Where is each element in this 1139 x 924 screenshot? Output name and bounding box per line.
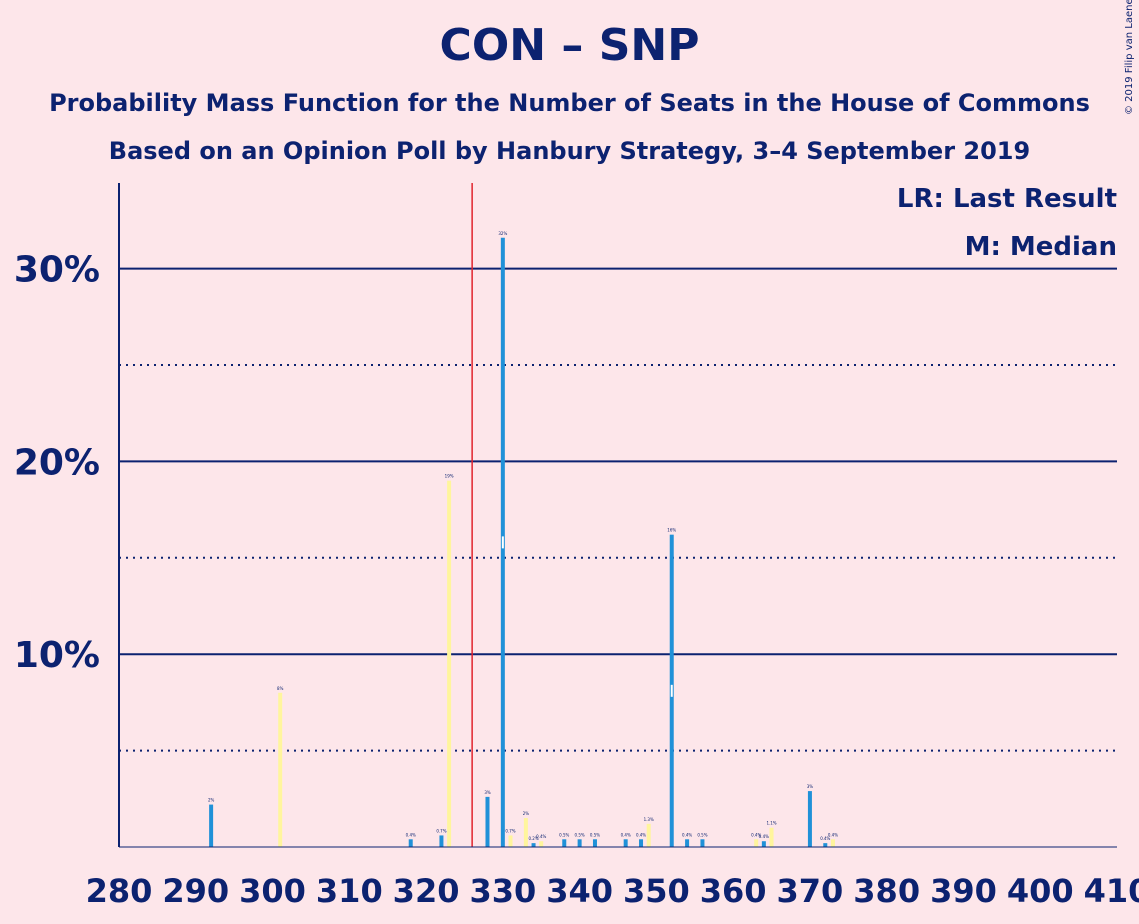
x-tick-label: 290 xyxy=(162,872,229,910)
bar-335 xyxy=(539,841,544,847)
bar-333 xyxy=(523,818,528,847)
bar-label-301: 8% xyxy=(277,686,284,691)
bar-348 xyxy=(639,839,644,847)
bar-label-334: 0.2% xyxy=(528,836,538,841)
x-tick-label: 410 xyxy=(1084,872,1139,910)
bar-labels: 2%0.4%0.7%3%32%0.2%0.5% 0.5% 0.5% 0.4% 0.4%1… xyxy=(208,231,838,841)
bar-label-352: 16% xyxy=(667,528,676,533)
x-tick-label: 300 xyxy=(239,872,306,910)
bar-label-342: 0.5% xyxy=(590,832,600,837)
bar-label-365: 1.1% xyxy=(766,821,776,826)
y-tick-label: 20% xyxy=(14,442,100,483)
bar-label-373: 0.4% xyxy=(828,832,838,837)
bar-label-364: 0.4% xyxy=(759,834,769,839)
bar-label-292: 2% xyxy=(208,798,215,803)
bar-322 xyxy=(439,835,444,847)
bar-338 xyxy=(562,839,567,847)
bar-318 xyxy=(408,839,413,847)
x-tick-label: 280 xyxy=(86,872,153,910)
bar-label-363: 0.4% xyxy=(751,832,761,837)
x-tick-label: 320 xyxy=(393,872,460,910)
bar-372 xyxy=(823,843,828,847)
axes: 10%20%30%280 290 300 310 320 330 340 350 360 370 3… xyxy=(14,183,1139,910)
legend-last-result: LR: Last Result xyxy=(890,184,1117,214)
chart-subtitle: Probability Mass Function for the Number… xyxy=(49,89,1090,117)
bar-label-348: 0.4% xyxy=(636,832,646,837)
bar-342 xyxy=(592,839,597,847)
grid-lines xyxy=(119,267,1117,752)
bar-label-328: 3% xyxy=(484,790,491,795)
bar-354 xyxy=(685,839,690,847)
bar-323 xyxy=(447,480,452,847)
bar-331 xyxy=(508,835,513,847)
x-tick-label: 340 xyxy=(546,872,613,910)
y-tick-label: 30% xyxy=(14,250,100,291)
bar-340 xyxy=(577,839,582,847)
bar-label-338: 0.5% xyxy=(559,832,569,837)
legend-median: M: Median xyxy=(958,232,1117,262)
bar-292 xyxy=(209,804,214,847)
bar-346 xyxy=(623,839,628,847)
bar-365 xyxy=(769,827,774,847)
bar-label-354: 0.4% xyxy=(682,832,692,837)
x-tick-label: 350 xyxy=(623,872,690,910)
x-tick-label: 360 xyxy=(700,872,767,910)
bar-label-318: 0.4% xyxy=(406,832,416,837)
bar-label-322: 0.7% xyxy=(436,828,446,833)
chart-title: CON – SNP xyxy=(439,20,700,71)
bar-label-330: 32% xyxy=(498,231,507,236)
chart-subtitle-poll: Based on an Opinion Poll by Hanbury Stra… xyxy=(108,137,1031,165)
x-tick-label: 310 xyxy=(316,872,383,910)
bar-label-370: 3% xyxy=(807,784,814,789)
bar-356 xyxy=(700,839,705,847)
bar-370 xyxy=(807,791,812,847)
bar-label-346: 0.4% xyxy=(621,832,631,837)
bar-373 xyxy=(830,839,835,847)
bars xyxy=(209,237,835,847)
x-tick-label: 400 xyxy=(1007,872,1074,910)
bar-label-331: 0.7% xyxy=(505,828,515,833)
bar-328 xyxy=(485,796,490,847)
bar-label-340: 0.5% xyxy=(575,832,585,837)
x-tick-label: 370 xyxy=(777,872,844,910)
bar-349 xyxy=(646,823,651,847)
x-tick-label: 390 xyxy=(930,872,997,910)
bar-364 xyxy=(761,841,766,847)
x-tick-label: 330 xyxy=(469,872,536,910)
bar-334 xyxy=(531,843,536,847)
y-tick-label: 10% xyxy=(14,635,100,676)
bar-301 xyxy=(278,692,283,847)
bar-label-323: 19% xyxy=(445,474,454,479)
x-tick-label: 380 xyxy=(853,872,920,910)
reference-marks xyxy=(471,183,673,847)
bar-363 xyxy=(754,839,759,847)
bar-label-333: 2% xyxy=(523,811,530,816)
bar-label-335: 0.4% xyxy=(536,834,546,839)
bar-label-356: 0.5% xyxy=(697,832,707,837)
bar-label-372: 0.4% xyxy=(820,836,830,841)
bar-label-349: 1.3% xyxy=(644,817,654,822)
